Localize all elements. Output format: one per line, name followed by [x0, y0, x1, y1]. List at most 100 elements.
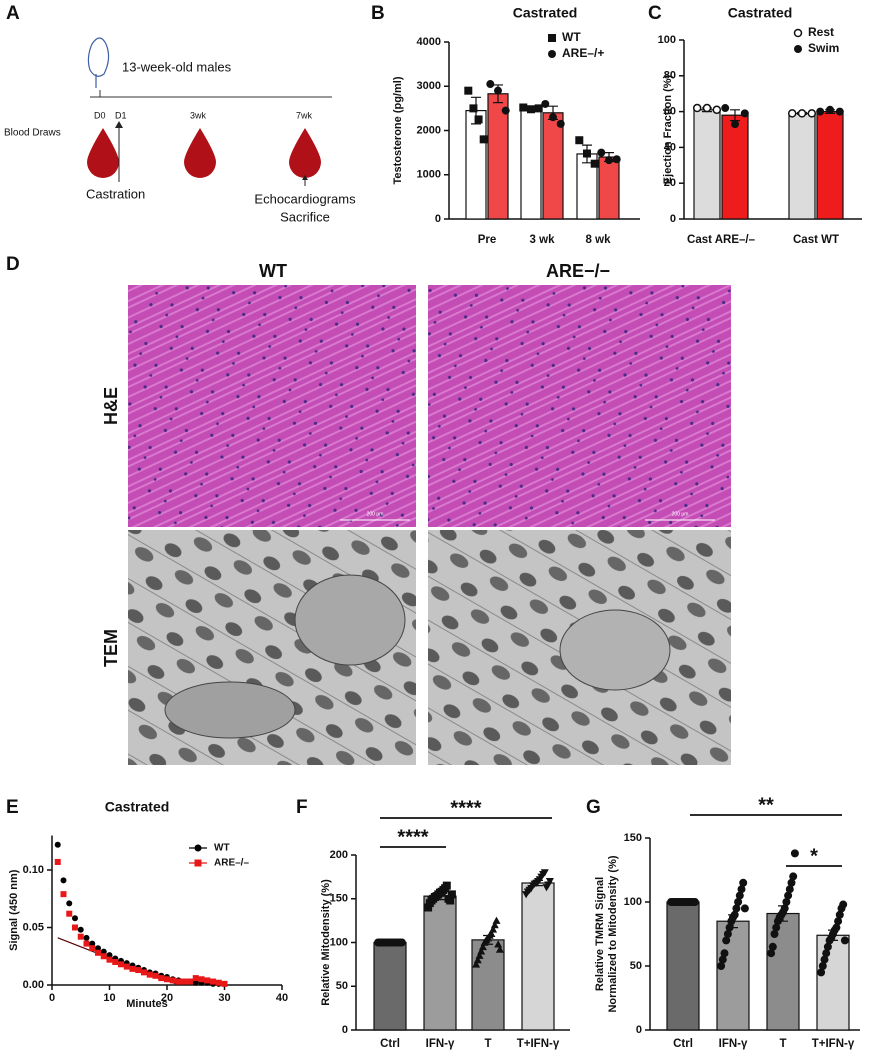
marker	[718, 955, 727, 964]
legend-label: ARE–/–	[214, 858, 249, 869]
row-label: TEM	[101, 629, 121, 667]
bar	[521, 882, 555, 1031]
marker	[494, 86, 502, 95]
marker	[66, 910, 73, 917]
marker	[112, 959, 119, 965]
marker	[519, 103, 528, 112]
marker	[807, 109, 817, 118]
y-tick-label: 60	[664, 106, 676, 118]
x-tick-label: Ctrl	[673, 1038, 693, 1050]
marker	[768, 942, 777, 951]
marker	[152, 972, 159, 979]
marker	[720, 949, 729, 958]
marker	[442, 881, 451, 890]
legend-marker	[194, 844, 202, 852]
marker	[725, 923, 734, 932]
y-tick-label: 150	[330, 893, 348, 905]
marker	[797, 109, 807, 118]
x-tick-label: 10	[103, 992, 115, 1004]
y-tick-label: 40	[664, 141, 676, 153]
marker	[72, 915, 78, 922]
panel-label: A	[6, 3, 20, 24]
marker	[158, 975, 165, 982]
bar	[721, 114, 749, 220]
x-tick-label: T+IFN-γ	[812, 1038, 855, 1050]
marker	[129, 965, 136, 972]
x-tick-label: T	[484, 1038, 491, 1050]
marker	[835, 910, 844, 919]
marker	[475, 951, 484, 959]
marker	[66, 900, 73, 907]
x-tick-label: Cast ARE–/–	[687, 234, 756, 246]
he-image	[128, 285, 416, 527]
x-tick-label: IFN-γ	[719, 1038, 748, 1050]
marker	[549, 113, 557, 122]
marker	[785, 885, 794, 894]
y-axis-label: Testosterone (pg/ml)	[392, 76, 404, 184]
marker	[77, 926, 84, 933]
x-tick-label: T+IFN-γ	[517, 1038, 560, 1050]
scale-bar-label: 200 μm	[367, 511, 384, 517]
marker	[54, 841, 61, 848]
y-tick-label: 0.10	[23, 864, 44, 876]
row-label: Blood Draws	[4, 128, 61, 139]
marker	[221, 980, 228, 987]
chart-title: Castrated	[728, 5, 793, 21]
marker	[820, 955, 829, 964]
marker	[597, 148, 606, 157]
x-tick-label: 40	[276, 992, 288, 1004]
y-tick-label: 100	[330, 936, 348, 948]
marker	[590, 159, 599, 168]
marker	[192, 975, 199, 982]
marker	[478, 942, 487, 951]
panel-label: F	[296, 797, 308, 818]
marker	[175, 978, 182, 985]
marker	[712, 105, 722, 115]
bar	[666, 901, 700, 1031]
significance-label: **	[758, 794, 774, 816]
y-tick-label: 2000	[417, 124, 441, 136]
marker	[118, 961, 124, 968]
marker	[692, 103, 702, 113]
marker	[737, 885, 746, 894]
marker	[834, 917, 843, 926]
marker	[702, 103, 712, 113]
bar	[788, 112, 816, 220]
marker	[839, 900, 848, 909]
y-tick-label: 200	[330, 849, 348, 861]
marker	[826, 105, 834, 114]
panel-label: D	[6, 254, 20, 275]
timeline: 13-week-old males D0 D1 3wk 7wk Blood Dr…	[4, 37, 356, 224]
legend-label: ARE–/+	[562, 46, 604, 60]
x-tick-label: 20	[161, 992, 173, 1004]
marker	[181, 978, 188, 985]
y-tick-label: 80	[664, 70, 676, 82]
bar	[471, 939, 505, 1031]
y-axis-label: Signal (450 nm)	[8, 869, 20, 951]
marker	[575, 136, 584, 145]
row-label: H&E	[101, 387, 121, 425]
bar	[542, 112, 564, 220]
y-tick-label: 100	[624, 896, 642, 908]
marker	[782, 898, 791, 906]
y-tick-label: 0	[636, 1024, 642, 1036]
bar	[816, 934, 850, 1031]
x-axis-label: Minutes	[126, 998, 168, 1010]
y-tick-label: 150	[624, 832, 642, 844]
marker	[823, 942, 832, 951]
marker	[739, 878, 748, 887]
marker	[721, 104, 730, 113]
marker	[135, 967, 142, 974]
bar	[520, 107, 542, 220]
x-tick-label: 8 wk	[586, 234, 612, 246]
panel-label: C	[648, 3, 662, 24]
marker	[54, 858, 61, 865]
marker	[472, 960, 481, 968]
chart-title: Castrated	[513, 5, 578, 21]
marker	[495, 945, 504, 953]
x-tick-label: 3 wk	[530, 234, 556, 246]
marker	[722, 936, 731, 945]
marker	[106, 952, 113, 959]
marker	[397, 938, 406, 947]
